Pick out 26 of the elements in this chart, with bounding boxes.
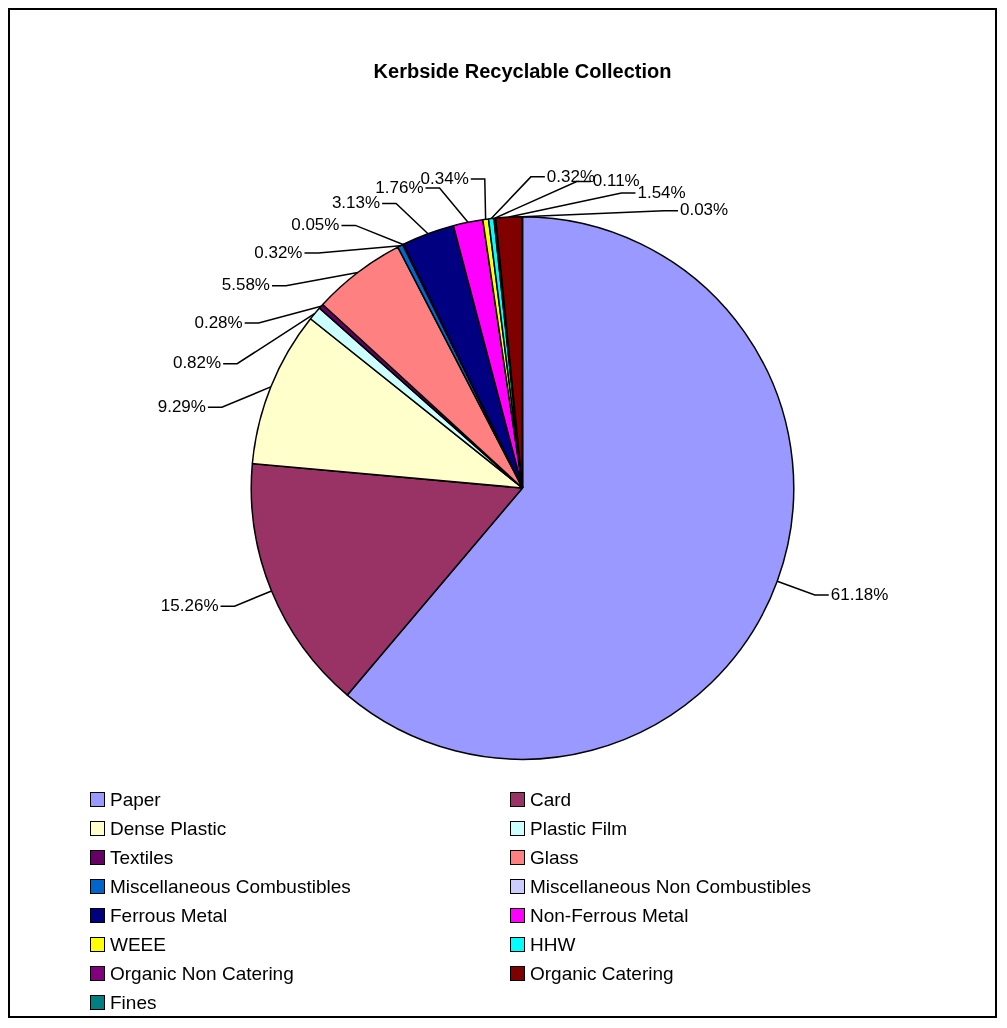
legend-label: Organic Non Catering (110, 962, 294, 985)
legend-label: HHW (530, 933, 576, 956)
legend-label: Miscellaneous Non Combustibles (530, 875, 811, 898)
legend-label: Non-Ferrous Metal (530, 904, 689, 927)
legend-label: Fines (110, 991, 157, 1014)
data-label: 0.05% (291, 215, 340, 235)
legend-label: Ferrous Metal (110, 904, 228, 927)
legend-label: Miscellaneous Combustibles (110, 875, 351, 898)
legend-label: Plastic Film (530, 817, 628, 840)
data-label: 0.82% (172, 353, 222, 373)
legend-label: Glass (530, 846, 579, 869)
data-label: 61.18% (830, 584, 889, 604)
data-label: 3.13% (331, 193, 381, 213)
data-label: 0.03% (679, 200, 729, 220)
legend-label: Textiles (110, 846, 174, 869)
chart-title: Kerbside Recyclable Collection (373, 59, 672, 82)
legend-label: Paper (110, 788, 161, 811)
data-label: 5.58% (221, 275, 270, 295)
data-label: 9.29% (157, 396, 206, 416)
legend-label: Organic Catering (530, 962, 674, 985)
legend-label: Dense Plastic (110, 817, 227, 840)
legend-label: WEEE (110, 933, 166, 956)
data-label: 0.32% (254, 242, 303, 262)
data-label: 15.26% (160, 595, 219, 615)
legend-label: Card (530, 788, 572, 811)
data-label: 0.28% (194, 312, 243, 332)
